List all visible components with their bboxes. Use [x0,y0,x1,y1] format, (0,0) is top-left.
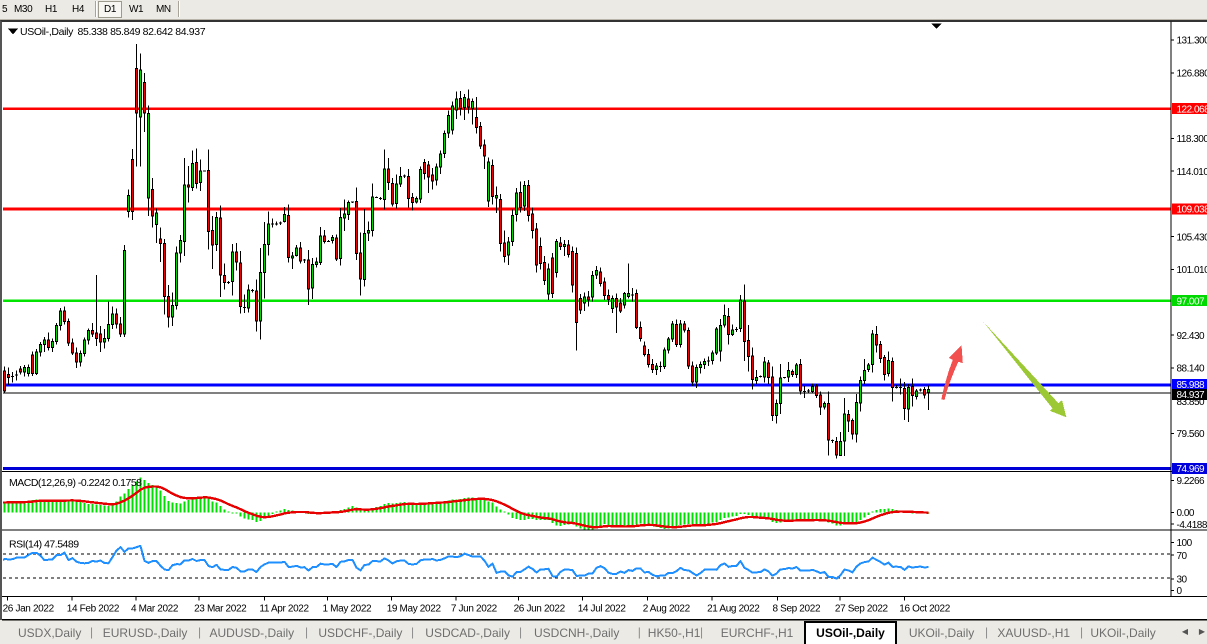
svg-text:27 Sep 2022: 27 Sep 2022 [835,604,889,615]
svg-text:85.988: 85.988 [1177,380,1206,391]
svg-text:7 Jun 2022: 7 Jun 2022 [451,604,498,615]
svg-text:21 Aug 2022: 21 Aug 2022 [707,604,760,615]
svg-text:23 Mar 2022: 23 Mar 2022 [194,604,247,615]
svg-text:19 May 2022: 19 May 2022 [387,604,442,615]
svg-text:126.880: 126.880 [1177,69,1207,80]
svg-text:26 Jun 2022: 26 Jun 2022 [514,604,566,615]
svg-text:131.300: 131.300 [1177,36,1207,47]
svg-text:70: 70 [1177,551,1188,562]
svg-text:84.937: 84.937 [1177,390,1206,401]
svg-text:9.2266: 9.2266 [1177,476,1206,487]
svg-text:4 Mar 2022: 4 Mar 2022 [131,604,179,615]
svg-text:79.560: 79.560 [1177,429,1206,440]
svg-text:97.007: 97.007 [1177,296,1206,307]
svg-text:26 Jan 2022: 26 Jan 2022 [3,604,55,615]
svg-text:1 May 2022: 1 May 2022 [323,604,373,615]
svg-text:14 Jul 2022: 14 Jul 2022 [578,604,627,615]
svg-text:30: 30 [1177,575,1188,586]
svg-text:2 Aug 2022: 2 Aug 2022 [643,604,691,615]
svg-text:101.010: 101.010 [1177,265,1207,276]
svg-text:83.850: 83.850 [1177,397,1206,408]
svg-text:16 Oct 2022: 16 Oct 2022 [899,604,950,615]
svg-text:118.300: 118.300 [1177,134,1207,145]
svg-text:-4.4188: -4.4188 [1177,520,1207,531]
svg-text:122.068: 122.068 [1177,104,1207,115]
svg-text:88.140: 88.140 [1177,364,1206,375]
svg-text:11 Apr 2022: 11 Apr 2022 [259,604,309,615]
svg-text:105.430: 105.430 [1177,232,1207,243]
svg-text:109.038: 109.038 [1177,205,1207,216]
svg-text:100: 100 [1177,538,1193,549]
svg-text:MACD(12,26,9) -0.2242 0.1758: MACD(12,26,9) -0.2242 0.1758 [9,477,142,489]
svg-text:USOil-,Daily: USOil-,Daily [20,26,74,38]
svg-text:RSI(14) 47.5489: RSI(14) 47.5489 [9,539,79,551]
svg-text:92.430: 92.430 [1177,331,1206,342]
svg-text:8 Sep 2022: 8 Sep 2022 [773,604,821,615]
svg-text:85.338 85.849 82.642 84.937: 85.338 85.849 82.642 84.937 [78,26,206,38]
svg-text:114.010: 114.010 [1177,167,1207,178]
svg-text:14 Feb 2022: 14 Feb 2022 [67,604,120,615]
svg-text:0: 0 [1177,586,1183,597]
svg-text:0.00: 0.00 [1177,508,1195,519]
svg-text:74.969: 74.969 [1177,464,1206,475]
